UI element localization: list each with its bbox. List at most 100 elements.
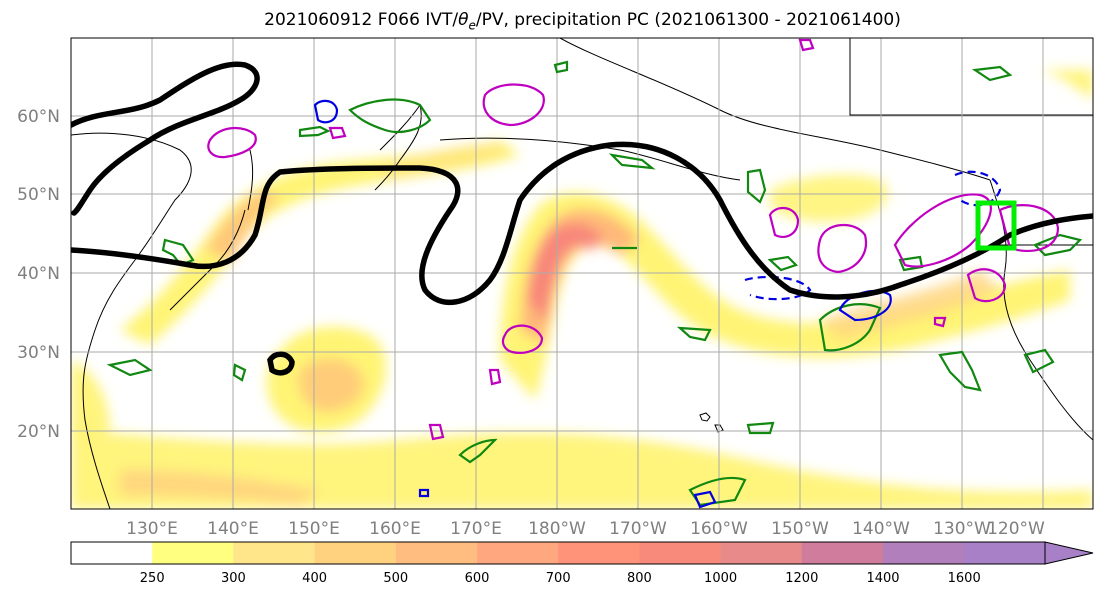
- theta-contour: [71, 61, 260, 216]
- colorbar-cell: [801, 542, 884, 564]
- colorbar: 250 300 400 500 600 700 800 1000 1200 1400 1600: [70, 541, 1094, 586]
- pv-contour: [933, 316, 947, 328]
- colorbar-cell: [152, 542, 234, 564]
- alaska: [559, 38, 991, 181]
- pv-contour: [998, 204, 1060, 252]
- colorbar-label: 250: [140, 571, 165, 586]
- hawaii: [699, 412, 724, 433]
- lat-label-20: 20°N: [17, 422, 60, 442]
- colorbar-cell: [964, 542, 1046, 564]
- precip-contour: [938, 350, 982, 392]
- precip-contour: [746, 168, 767, 204]
- title-suffix: /PV, precipitation PC (2021061300 - 2021…: [475, 10, 901, 30]
- pv-contour: [954, 170, 1002, 207]
- precip-contour: [971, 65, 1013, 82]
- colorbar-cell: [314, 542, 397, 564]
- map-title: 2021060912 F066 IVT/θe/PV, precipitation…: [0, 10, 1105, 32]
- precip-contour: [553, 60, 569, 74]
- asia-coast: [71, 132, 192, 509]
- lat-label-40: 40°N: [17, 264, 60, 284]
- lon-label-140e: 140°E: [207, 519, 259, 539]
- lon-label-170w: 170°W: [609, 519, 667, 539]
- lon-label-180w: 180°W: [528, 519, 586, 539]
- colorbar-cell: [233, 542, 316, 564]
- ivt-band-south-orange: [120, 470, 320, 505]
- pv-contour: [817, 223, 868, 274]
- pv-contour: [328, 126, 347, 140]
- colorbar-label: 800: [627, 571, 652, 586]
- pv-contour: [207, 127, 257, 159]
- pv-contour: [482, 83, 545, 127]
- lon-label-130e: 130°E: [126, 519, 178, 539]
- lon-label-160w: 160°W: [690, 519, 748, 539]
- lon-label-170e: 170°E: [450, 519, 502, 539]
- lon-label-130w: 130°W: [933, 519, 991, 539]
- ivt-branch-east: [820, 270, 1000, 340]
- pv-contour: [313, 99, 339, 124]
- colorbar-cell: [558, 542, 640, 564]
- colorbar-cell: [720, 542, 803, 564]
- colorbar-labels: 250 300 400 500 600 700 800 1000 1200 1400 1600: [140, 571, 981, 586]
- lon-label-150e: 150°E: [288, 519, 340, 539]
- precip-contour: [348, 98, 432, 134]
- precip-contour: [458, 438, 498, 464]
- map-frame: [70, 37, 1094, 510]
- ivt-band-west-edge: [71, 360, 110, 440]
- colorbar-label: 1000: [704, 571, 737, 586]
- precip-contour: [608, 153, 656, 170]
- ivt-canada-north: [1040, 70, 1093, 100]
- map-area: [71, 38, 1093, 509]
- ivt-shading: [71, 70, 1093, 509]
- colorbar-label: 300: [221, 571, 246, 586]
- pv-contour: [798, 38, 815, 52]
- ivt-alaska-coast: [380, 143, 510, 180]
- lon-label-160e: 160°E: [369, 519, 421, 539]
- colorbar-label: 1200: [785, 571, 818, 586]
- colorbar-cell: [395, 542, 478, 564]
- lat-label-30: 30°N: [17, 343, 60, 363]
- precip-contour: [106, 358, 153, 377]
- pv-positive-contours: [207, 38, 1060, 441]
- gridlines: [71, 38, 1093, 509]
- pv-contour: [418, 488, 430, 498]
- pv-contour: [693, 490, 717, 509]
- colorbar-extend-arrow: [1044, 541, 1094, 565]
- coastlines: [71, 38, 1093, 509]
- colorbar-frame: [70, 541, 1046, 565]
- colorbar-label: 1400: [866, 571, 899, 586]
- ivt-blob-west-core: [298, 358, 364, 412]
- theta-contour: [267, 351, 295, 376]
- precip-contour: [298, 125, 331, 138]
- title-theta: θ: [458, 10, 469, 30]
- colorbar-cells: [71, 542, 1046, 564]
- ivt-river-central: [500, 192, 1070, 400]
- colorbar-label: 700: [546, 571, 571, 586]
- title-theta-sub: e: [468, 18, 476, 33]
- pv-contour: [893, 193, 992, 268]
- precip-contour: [767, 255, 799, 272]
- kamchatka: [374, 103, 422, 191]
- colorbar-cell: [883, 542, 965, 564]
- lat-label-60: 60°N: [17, 107, 60, 127]
- lat-labels: 60°N 50°N 40°N 30°N 20°N: [17, 107, 60, 442]
- colorbar-cell: [639, 542, 722, 564]
- pv-contour: [966, 268, 1007, 303]
- lon-labels: 130°E 140°E 150°E 160°E 170°E 180°W 170°…: [126, 519, 1045, 539]
- title-prefix: 2021060912 F066 IVT/: [264, 10, 459, 30]
- precip-contour: [232, 363, 247, 382]
- ivt-band-south: [71, 430, 1093, 509]
- sakhalin: [247, 149, 254, 211]
- colorbar-label: 500: [383, 571, 408, 586]
- lon-label-120w: 120°W: [987, 519, 1045, 539]
- pv-contour: [488, 368, 502, 386]
- colorbar-label: 600: [465, 571, 490, 586]
- ivt-river-central-core: [528, 223, 605, 325]
- canada-border: [849, 38, 1093, 116]
- pv-contour: [768, 207, 800, 238]
- colorbar-cell: [71, 542, 153, 564]
- precip-contour: [818, 303, 882, 352]
- theta-contours: [71, 61, 1093, 376]
- precip-contour: [746, 421, 775, 435]
- colorbar-cell: [477, 542, 559, 564]
